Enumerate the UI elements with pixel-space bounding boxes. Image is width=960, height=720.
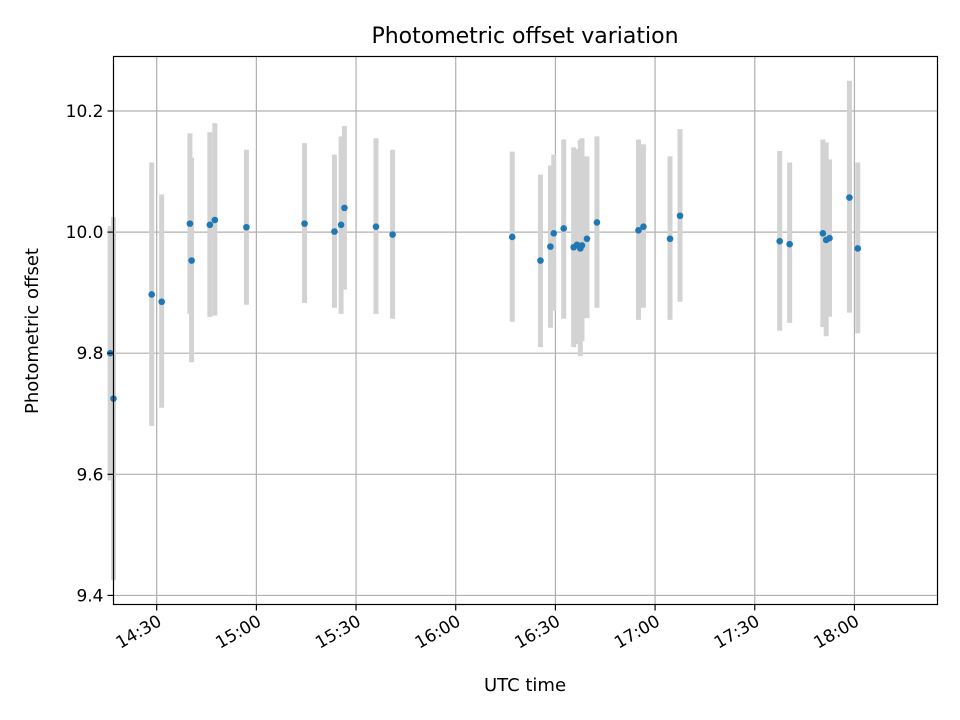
grid-layer <box>113 56 938 605</box>
point-layer <box>106 194 862 402</box>
data-point <box>211 216 219 224</box>
data-point <box>776 237 783 245</box>
x-tick-label: 14:30 <box>113 612 165 654</box>
data-point <box>301 220 308 227</box>
data-point <box>826 234 833 242</box>
x-tick-label: 15:30 <box>312 612 364 654</box>
y-tick-label: 10.0 <box>66 223 104 243</box>
data-point <box>666 235 674 243</box>
data-point <box>786 240 793 248</box>
data-point <box>508 233 516 241</box>
y-tick-label: 9.4 <box>76 586 103 606</box>
y-tick-label: 9.8 <box>76 344 103 364</box>
tick-layer: 14:30 15:00 15:30 16:00 16:30 17:00 17:30 18:00… <box>66 102 863 653</box>
y-tick-label: 9.6 <box>76 465 103 485</box>
data-point <box>583 235 591 243</box>
data-point <box>206 221 214 229</box>
y-tick-label: 10.2 <box>66 102 104 122</box>
data-point <box>341 204 348 212</box>
data-point <box>188 257 195 264</box>
plot-frame <box>112 55 939 606</box>
data-point <box>819 230 827 237</box>
data-point <box>560 225 568 232</box>
data-point <box>372 223 380 230</box>
data-point <box>158 298 165 306</box>
data-point <box>635 226 642 234</box>
data-point <box>389 231 396 238</box>
x-axis-label: UTC time <box>484 675 566 696</box>
errorbar-layer <box>107 80 861 581</box>
data-point <box>676 212 684 220</box>
data-point <box>148 291 156 298</box>
data-point <box>243 223 250 231</box>
x-tick-label: 15:00 <box>212 612 264 654</box>
x-tick-label: 17:00 <box>611 612 663 654</box>
data-point <box>186 220 194 227</box>
data-point <box>331 228 338 235</box>
data-point <box>854 245 862 252</box>
data-point <box>337 221 345 229</box>
chart-title: Photometric offset variation <box>371 24 678 49</box>
y-axis-label: Photometric offset <box>22 248 43 414</box>
data-point <box>593 219 601 226</box>
data-point <box>578 242 586 249</box>
x-tick-label: 16:30 <box>511 612 563 654</box>
data-point <box>640 223 647 230</box>
data-point <box>537 257 544 264</box>
data-point <box>547 243 554 250</box>
data-point <box>846 194 853 201</box>
x-tick-label: 17:30 <box>711 612 763 654</box>
x-tick-label: 18:00 <box>811 612 863 654</box>
x-tick-label: 16:00 <box>412 612 464 654</box>
data-point <box>550 230 558 237</box>
